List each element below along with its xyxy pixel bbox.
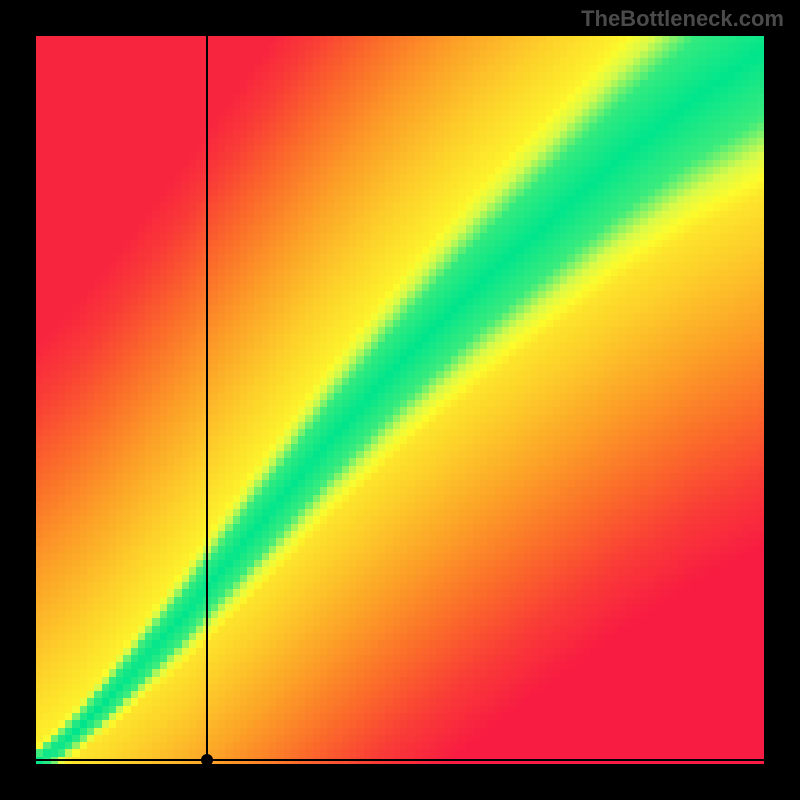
crosshair-marker xyxy=(201,754,213,766)
crosshair-horizontal xyxy=(36,759,764,761)
watermark-text: TheBottleneck.com xyxy=(581,6,784,32)
heatmap-canvas xyxy=(36,36,764,764)
crosshair-vertical xyxy=(206,36,208,764)
chart-container: { "watermark": { "text": "TheBottleneck.… xyxy=(0,0,800,800)
